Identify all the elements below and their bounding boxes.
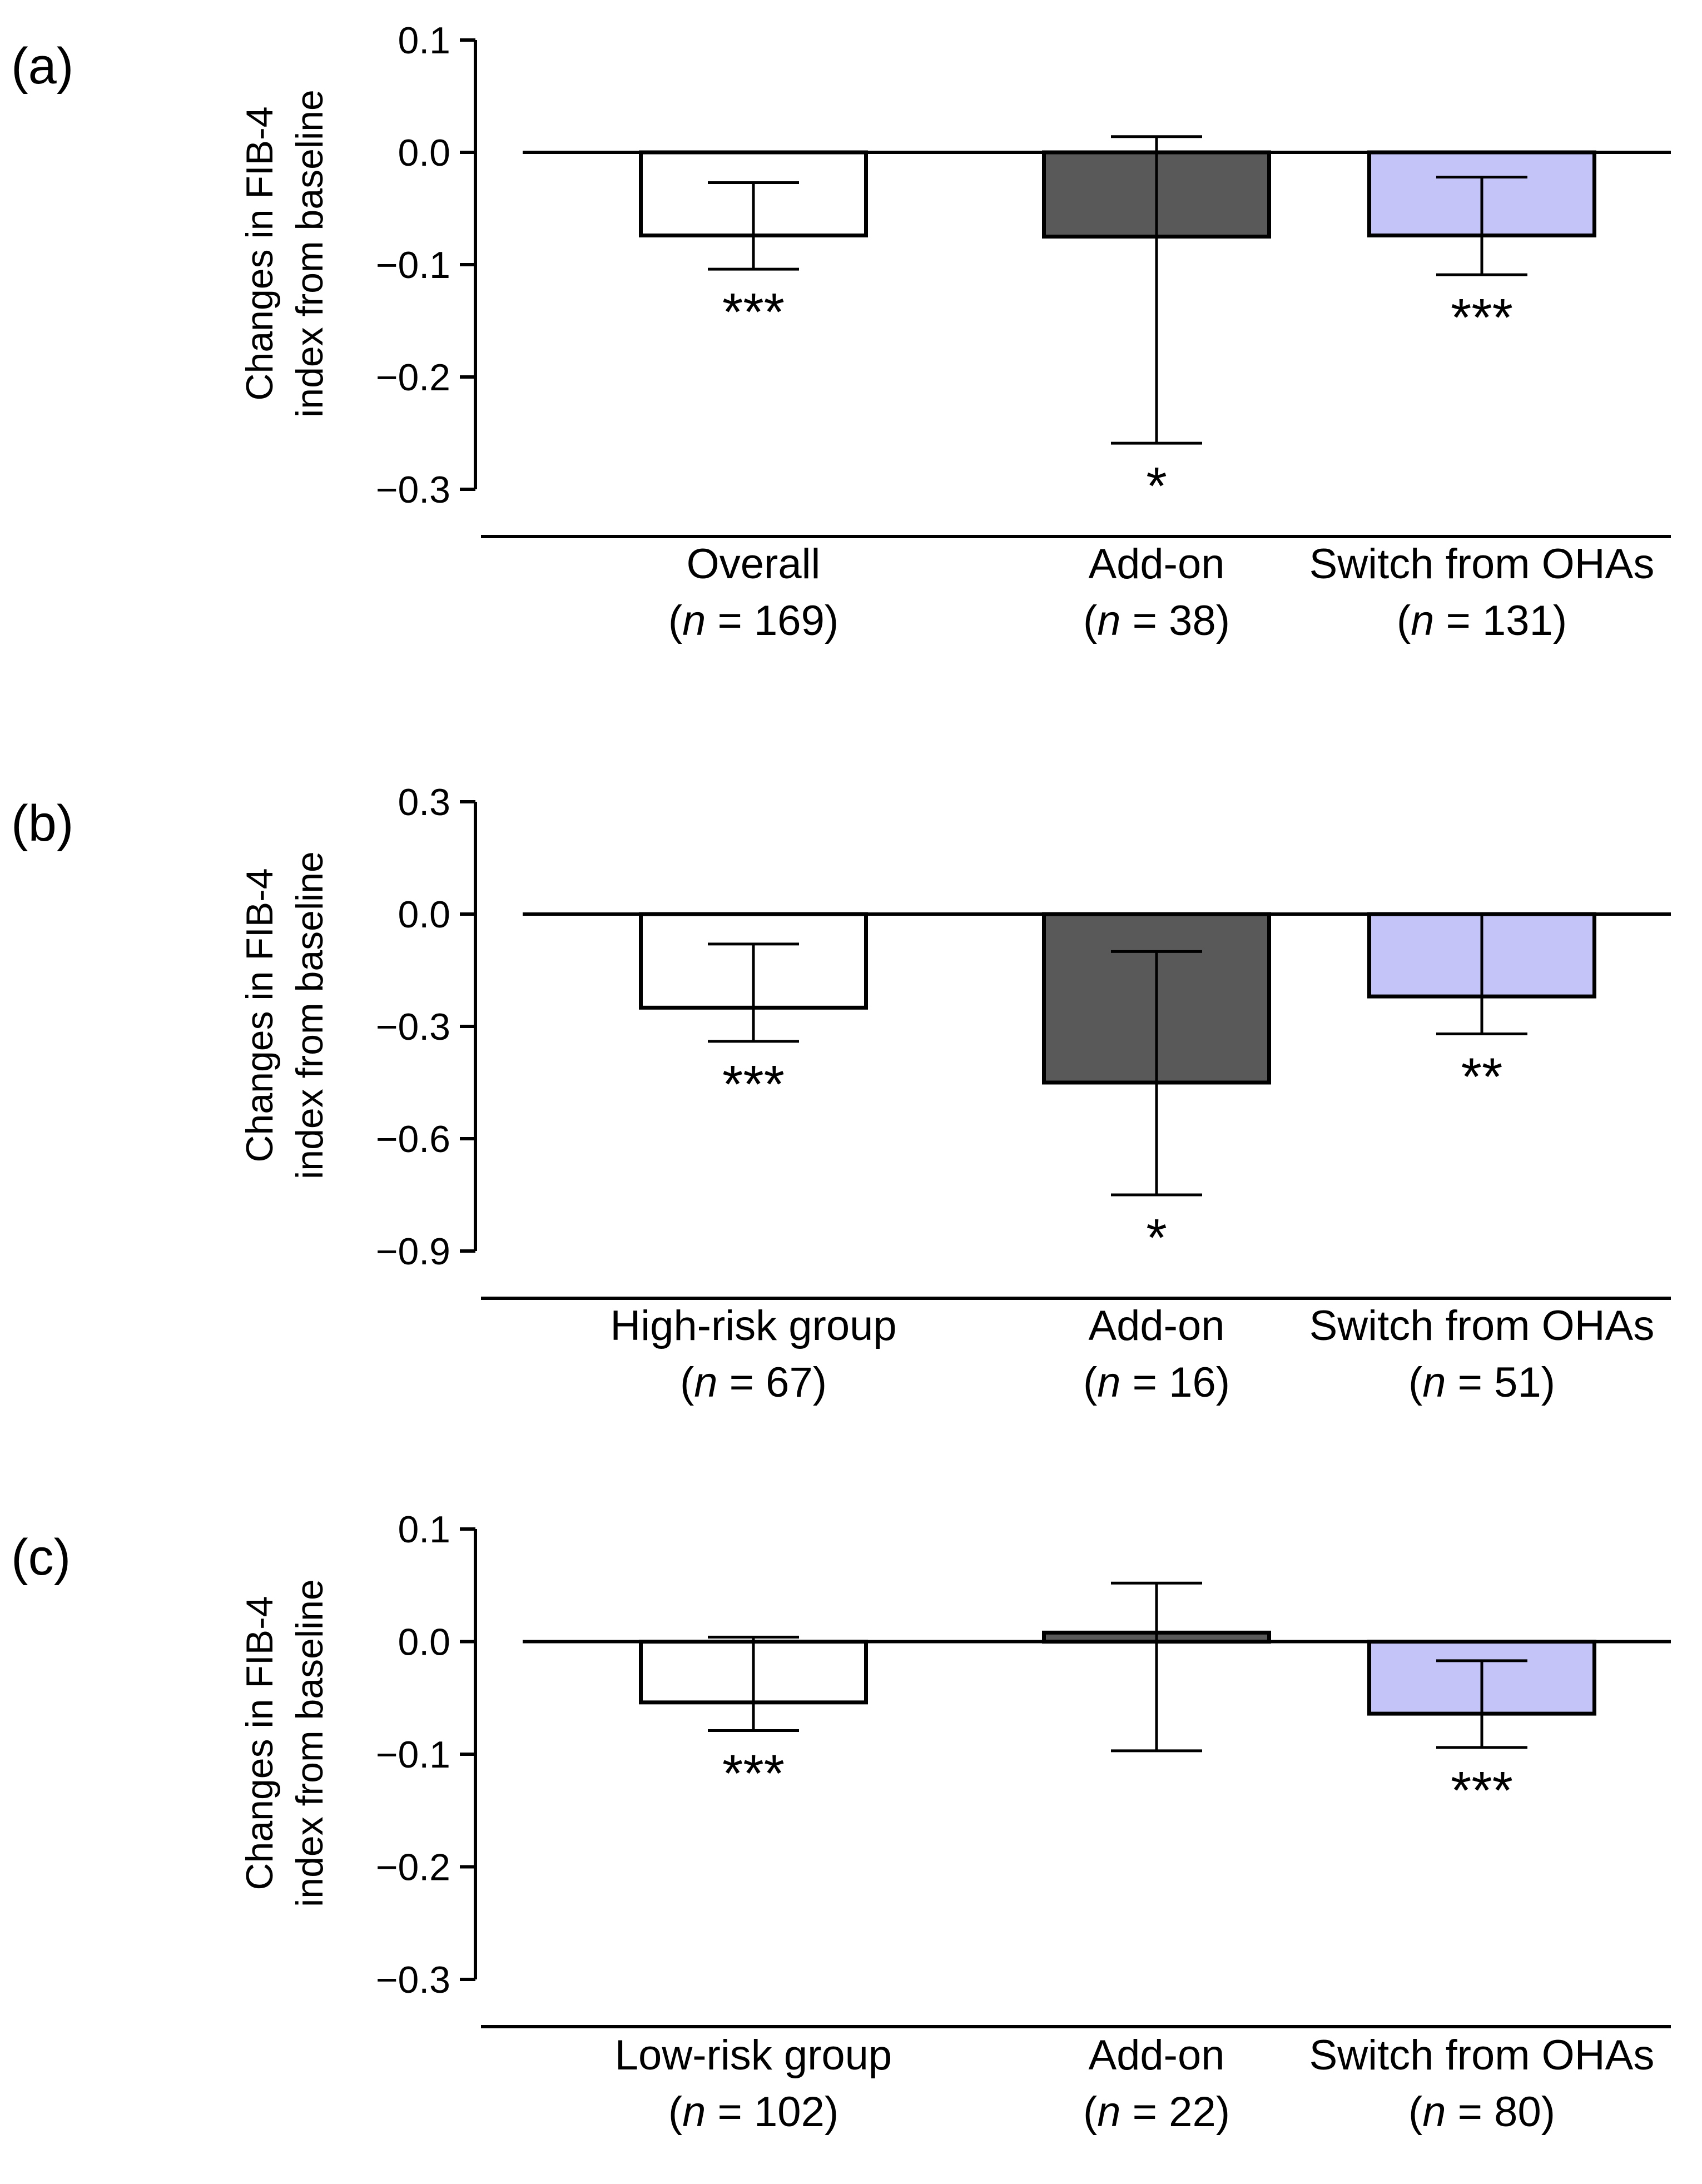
significance-c-0: ***: [722, 1744, 785, 1803]
category-label-c-0: Low-risk group: [615, 2032, 892, 2079]
y-tick-label-a-0: 0.1: [398, 19, 450, 62]
category-n-a-0: (n = 169): [668, 597, 838, 644]
category-label-a-0: Overall: [687, 540, 821, 588]
y-tick-label-c-1: 0.0: [398, 1621, 450, 1664]
y-tick-label-b-2: −0.3: [376, 1006, 450, 1048]
panel-b: (b) Changes in FIB-4 index from baseline 0.…: [11, 781, 1671, 1406]
y-tick-label-b-4: −0.9: [376, 1230, 450, 1273]
category-n-c-1: (n = 22): [1083, 2088, 1230, 2136]
category-n-a-2: (n = 131): [1397, 597, 1567, 644]
category-label-b-2: Switch from OHAs: [1309, 1302, 1655, 1349]
panel-a: (a) Changes in FIB-4 index from baseline 0.…: [11, 19, 1671, 644]
category-label-a-1: Add-on: [1088, 540, 1224, 588]
significance-c-2: ***: [1451, 1761, 1513, 1820]
category-label-a-2: Switch from OHAs: [1309, 540, 1655, 588]
significance-a-2: ***: [1451, 288, 1513, 348]
y-tick-label-a-2: −0.1: [376, 244, 450, 286]
significance-b-1: *: [1146, 1208, 1167, 1268]
category-label-b-1: Add-on: [1088, 1302, 1224, 1349]
y-tick-label-a-3: −0.2: [376, 356, 450, 399]
significance-a-0: ***: [722, 282, 785, 342]
y-tick-label-b-0: 0.3: [398, 781, 450, 823]
y-axis-label-a-line1: Changes in FIB-4: [239, 106, 281, 400]
y-tick-label-c-3: −0.2: [376, 1847, 450, 1889]
significance-b-0: ***: [722, 1055, 785, 1114]
panel-c: (c) Changes in FIB-4 index from baseline 0.…: [11, 1508, 1671, 2136]
panel-label-c: (c): [11, 1529, 71, 1586]
y-tick-label-b-1: 0.0: [398, 894, 450, 936]
category-n-c-2: (n = 80): [1408, 2088, 1555, 2136]
significance-b-2: **: [1461, 1047, 1503, 1106]
y-tick-label-c-4: −0.3: [376, 1959, 450, 2001]
category-n-c-0: (n = 102): [668, 2088, 838, 2136]
category-n-b-1: (n = 16): [1083, 1359, 1230, 1406]
y-tick-label-a-1: 0.0: [398, 132, 450, 174]
y-tick-label-a-4: −0.3: [376, 469, 450, 511]
y-axis-label-b-line2: index from baseline: [289, 851, 331, 1179]
category-n-b-2: (n = 51): [1408, 1359, 1555, 1406]
significance-a-1: *: [1146, 456, 1167, 516]
y-tick-label-c-2: −0.1: [376, 1734, 450, 1776]
category-label-b-0: High-risk group: [610, 1302, 896, 1349]
y-tick-label-c-0: 0.1: [398, 1508, 450, 1551]
category-n-a-1: (n = 38): [1083, 597, 1230, 644]
panel-label-a: (a): [11, 38, 73, 95]
category-label-c-1: Add-on: [1088, 2032, 1224, 2079]
y-axis-label-c-line2: index from baseline: [289, 1579, 331, 1907]
y-axis-label-c-line1: Changes in FIB-4: [239, 1596, 281, 1890]
y-axis-label-a-line2: index from baseline: [289, 90, 331, 418]
category-n-b-0: (n = 67): [680, 1359, 827, 1406]
y-tick-label-b-3: −0.6: [376, 1118, 450, 1160]
category-label-c-2: Switch from OHAs: [1309, 2032, 1655, 2079]
y-axis-label-b-line1: Changes in FIB-4: [239, 868, 281, 1162]
panel-label-b: (b): [11, 795, 73, 852]
